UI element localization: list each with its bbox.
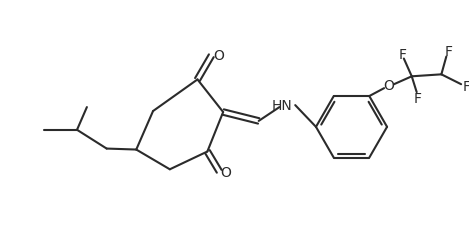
Text: F: F	[414, 92, 422, 106]
Text: O: O	[384, 79, 394, 93]
Text: F: F	[463, 80, 469, 94]
Text: F: F	[444, 44, 452, 58]
Text: F: F	[399, 47, 407, 61]
Text: HN: HN	[272, 99, 293, 113]
Text: O: O	[213, 49, 224, 63]
Text: O: O	[221, 166, 232, 180]
